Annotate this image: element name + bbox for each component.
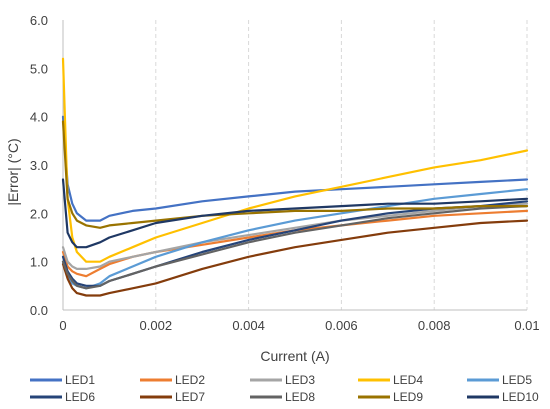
series-line-led3 xyxy=(61,202,529,270)
y-tick-label-2: 2.0 xyxy=(30,206,48,221)
legend-label-led8: LED8 xyxy=(285,390,315,404)
legend: LED1 LED2 LED3 LED4 LED5 LED6 LED7 LED8 LED9 LED1… xyxy=(30,373,539,404)
x-tick-label-2: 0.004 xyxy=(232,318,265,333)
y-tick-label-5: 5.0 xyxy=(30,61,48,76)
legend-label-led6: LED6 xyxy=(65,390,95,404)
legend-label-led3: LED3 xyxy=(285,373,315,387)
legend-label-led5: LED5 xyxy=(502,373,532,387)
y-tick-label-6: 6.0 xyxy=(30,13,48,28)
y-tick-labels: 0.0 1.0 2.0 3.0 4.0 5.0 6.0 xyxy=(30,13,48,318)
y-tick-label-4: 4.0 xyxy=(30,110,48,125)
series-lines xyxy=(61,57,529,297)
series-line-led7 xyxy=(61,219,529,297)
series-line-led8 xyxy=(61,205,529,290)
x-tick-label-1: 0.002 xyxy=(140,318,173,333)
legend-label-led7: LED7 xyxy=(175,390,205,404)
y-axis-title: |Error| (°C) xyxy=(5,138,21,205)
legend-label-led2: LED2 xyxy=(175,373,205,387)
series-line-led1 xyxy=(61,115,529,222)
x-tick-label-5: 0.01 xyxy=(514,318,539,333)
x-tick-label-4: 0.008 xyxy=(418,318,451,333)
series-line-led9 xyxy=(61,120,529,229)
x-axis-title: Current (A) xyxy=(260,348,329,364)
x-tick-label-0: 0 xyxy=(59,318,66,333)
legend-label-led10: LED10 xyxy=(502,390,539,404)
x-tick-label-3: 0.006 xyxy=(325,318,358,333)
series-line-led10 xyxy=(61,178,529,249)
legend-label-led1: LED1 xyxy=(65,373,95,387)
x-tick-labels: 0 0.002 0.004 0.006 0.008 0.01 xyxy=(59,318,539,333)
y-tick-label-0: 0.0 xyxy=(30,303,48,318)
legend-label-led9: LED9 xyxy=(393,390,423,404)
y-tick-label-3: 3.0 xyxy=(30,158,48,173)
y-tick-label-1: 1.0 xyxy=(30,255,48,270)
vertical-gridlines xyxy=(155,20,528,310)
legend-label-led4: LED4 xyxy=(393,373,423,387)
